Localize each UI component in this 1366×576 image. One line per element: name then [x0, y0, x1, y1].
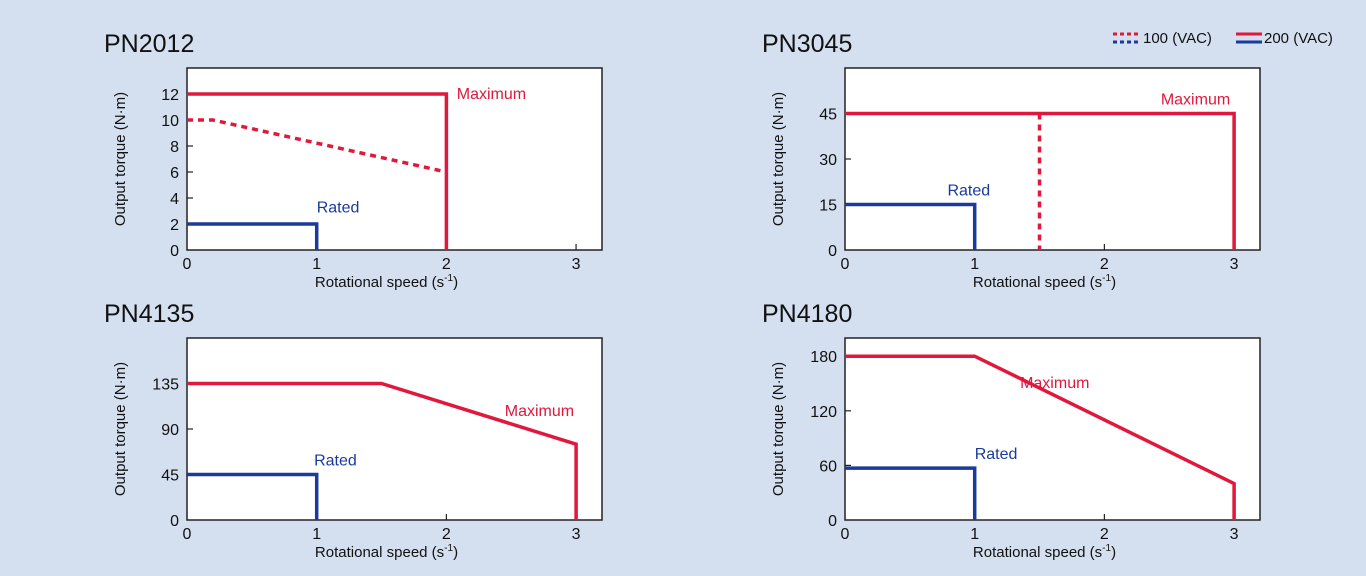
x-tick-label-pn4180: 3: [1230, 526, 1239, 543]
y-axis-label-pn3045: Output torque (N·m): [770, 92, 787, 226]
series-line-maximum-pn3045: [845, 111, 1236, 250]
chart-title-pn4180: PN4180: [762, 300, 852, 328]
y-axis-label-pn2012: Output torque (N·m): [112, 92, 129, 226]
series-line-maximum-pn4135: [187, 381, 578, 520]
x-tick-label-pn4180: 2: [1100, 526, 1109, 543]
y-axis-label-pn4135: Output torque (N·m): [112, 362, 129, 496]
y-tick-label-pn3045: 45: [819, 107, 837, 124]
x-tick-label-pn2012: 0: [183, 256, 192, 273]
series-line-maximum-pn2012: [187, 92, 449, 250]
annotation-rated-pn3045: Rated: [947, 182, 990, 199]
y-tick-label-pn2012: 10: [161, 113, 179, 130]
chart-title-pn2012: PN2012: [104, 30, 194, 58]
y-tick-label-pn2012: 0: [170, 243, 179, 260]
annotation-rated-pn2012: Rated: [317, 199, 360, 216]
y-tick-label-pn3045: 30: [819, 152, 837, 169]
x-tick-label-pn4180: 0: [841, 526, 850, 543]
y-tick-label-pn4135: 0: [170, 513, 179, 530]
legend: 100 (VAC) 200 (VAC): [1113, 30, 1333, 47]
x-tick-label-pn4135: 0: [183, 526, 192, 543]
series-line-maximum-pn4180: [845, 354, 1236, 520]
y-tick-label-pn4180: 180: [810, 349, 837, 366]
y-tick-label-pn2012: 2: [170, 217, 179, 234]
chart-pn4180: PN4180 0 1 2 3 0 60 120 180 Rotational speed (s-1…: [762, 300, 1261, 561]
x-axis-label-pn4180: Rotational speed (s-1): [973, 543, 1116, 561]
annotation-maximum-pn2012: Maximum: [457, 86, 526, 103]
x-tick-label-pn4180: 1: [970, 526, 979, 543]
series-line-rated-pn4180: [845, 466, 977, 520]
y-tick-label-pn2012: 8: [170, 139, 179, 156]
annotation-rated-pn4180: Rated: [975, 446, 1018, 463]
chart-title-pn3045: PN3045: [762, 30, 852, 58]
x-tick-label-pn4135: 1: [312, 526, 321, 543]
x-tick-label-pn3045: 3: [1230, 256, 1239, 273]
legend-dashed-label: 100 (VAC): [1143, 30, 1212, 47]
x-tick-label-pn2012: 3: [572, 256, 581, 273]
x-tick-label-pn3045: 2: [1100, 256, 1109, 273]
y-tick-label-pn2012: 4: [170, 191, 179, 208]
y-tick-label-pn4180: 120: [810, 404, 837, 421]
plot-area-pn4180: [844, 337, 1261, 521]
x-tick-label-pn4135: 3: [572, 526, 581, 543]
y-axis-label-pn4180: Output torque (N·m): [770, 362, 787, 496]
plot-area-pn4135: [186, 337, 603, 521]
y-tick-label-pn4135: 90: [161, 422, 179, 439]
y-tick-label-pn4135: 45: [161, 468, 179, 485]
y-tick-label-pn4135: 135: [152, 377, 179, 394]
x-tick-label-pn4135: 2: [442, 526, 451, 543]
x-tick-label-pn2012: 2: [442, 256, 451, 273]
y-tick-label-pn4180: 60: [819, 458, 837, 475]
y-tick-label-pn4180: 0: [828, 513, 837, 530]
x-tick-label-pn2012: 1: [312, 256, 321, 273]
x-tick-label-pn3045: 1: [970, 256, 979, 273]
y-tick-label-pn3045: 0: [828, 243, 837, 260]
y-tick-label-pn2012: 12: [161, 87, 179, 104]
x-axis-label-pn2012: Rotational speed (s-1): [315, 273, 458, 291]
annotation-maximum-pn3045: Maximum: [1161, 91, 1230, 108]
plot-area-pn3045: [844, 67, 1261, 251]
annotation-maximum-pn4135: Maximum: [505, 403, 574, 420]
y-tick-label-pn3045: 15: [819, 198, 837, 215]
series-line-dashed-pn2012: [187, 118, 447, 174]
annotation-rated-pn4135: Rated: [314, 452, 357, 469]
chart-pn4135: PN4135 0 1 2 3 0 45 90 135 Rotational speed (s-1)…: [104, 300, 603, 561]
legend-solid-label: 200 (VAC): [1264, 30, 1333, 47]
y-tick-label-pn2012: 6: [170, 165, 179, 182]
x-axis-label-pn3045: Rotational speed (s-1): [973, 273, 1116, 291]
annotation-maximum-pn4180: Maximum: [1020, 375, 1089, 392]
x-tick-label-pn3045: 0: [841, 256, 850, 273]
series-line-rated-pn3045: [845, 202, 977, 250]
chart-title-pn4135: PN4135: [104, 300, 194, 328]
series-line-rated-pn2012: [187, 222, 319, 250]
x-axis-label-pn4135: Rotational speed (s-1): [315, 543, 458, 561]
series-line-rated-pn4135: [187, 472, 319, 520]
